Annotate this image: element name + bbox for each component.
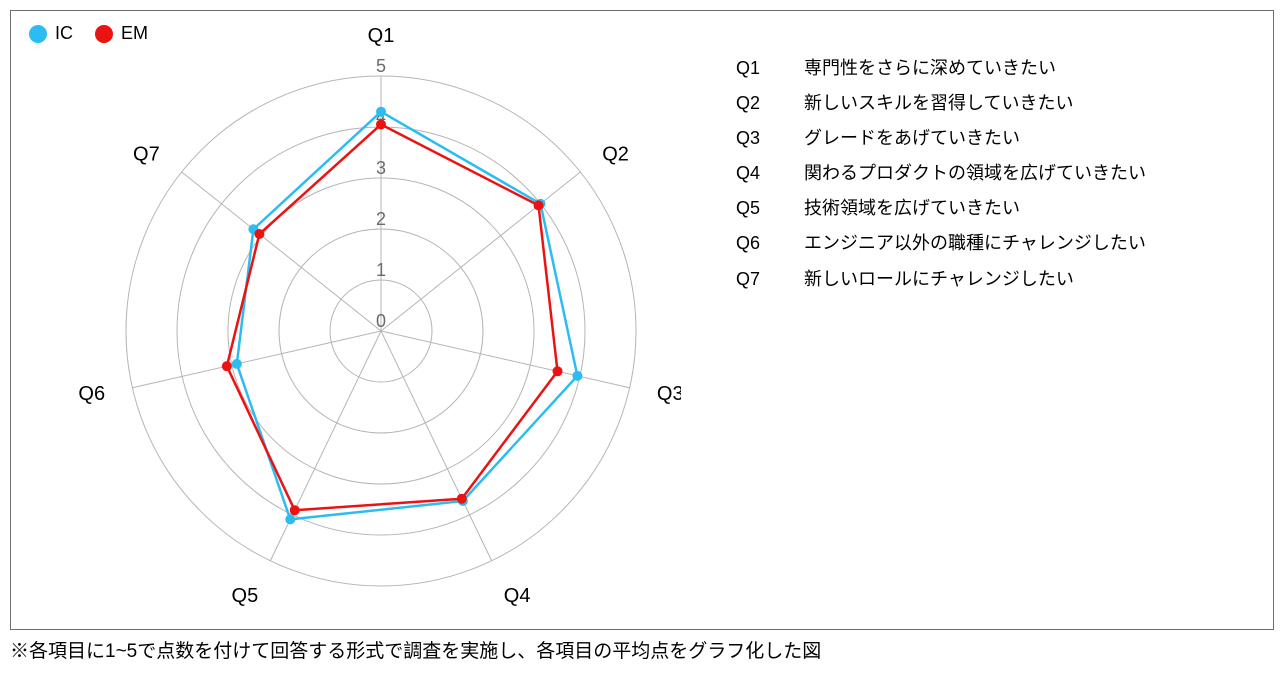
q-legend-row: Q3 グレードをあげていきたい — [736, 121, 1146, 156]
axis-label: Q2 — [602, 144, 629, 166]
series-marker-em — [553, 366, 563, 376]
series-marker-em — [254, 229, 264, 239]
series-marker-em — [533, 200, 543, 210]
tick-label: 2 — [376, 209, 386, 229]
q-key: Q1 — [736, 51, 776, 86]
q-legend-row: Q7 新しいロールにチャレンジしたい — [736, 262, 1146, 297]
q-key: Q2 — [736, 86, 776, 121]
q-text: 専門性をさらに深めていきたい — [804, 51, 1056, 86]
q-legend-row: Q1 専門性をさらに深めていきたい — [736, 51, 1146, 86]
radar-chart: 012345Q1Q2Q3Q4Q5Q6Q7 — [61, 11, 681, 629]
axis-label: Q6 — [78, 383, 105, 405]
q-key: Q7 — [736, 262, 776, 297]
q-text: 関わるプロダクトの領域を広げていきたい — [804, 156, 1146, 191]
axis-label: Q7 — [133, 144, 160, 166]
q-key: Q5 — [736, 191, 776, 226]
q-key: Q6 — [736, 226, 776, 261]
q-text: グレードをあげていきたい — [804, 121, 1020, 156]
series-marker-em — [457, 494, 467, 504]
series-line-ic — [237, 112, 578, 520]
q-text: 新しいロールにチャレンジしたい — [804, 262, 1074, 297]
q-legend-row: Q5 技術領域を広げていきたい — [736, 191, 1146, 226]
series-marker-em — [376, 119, 386, 129]
q-text: 技術領域を広げていきたい — [804, 191, 1020, 226]
axis-label: Q4 — [504, 585, 531, 607]
q-key: Q3 — [736, 121, 776, 156]
footnote: ※各項目に1~5で点数を付けて回答する形式で調査を実施し、各項目の平均点をグラフ… — [10, 636, 1274, 663]
tick-label: 0 — [376, 311, 386, 331]
axis-label: Q3 — [657, 383, 681, 405]
series-marker-ic — [285, 514, 295, 524]
axis-label: Q5 — [232, 585, 259, 607]
q-text: エンジニア以外の職種にチャレンジしたい — [804, 226, 1146, 261]
q-text: 新しいスキルを習得していきたい — [804, 86, 1073, 121]
q-legend-row: Q2 新しいスキルを習得していきたい — [736, 86, 1146, 121]
series-marker-ic — [232, 359, 242, 369]
tick-label: 3 — [376, 158, 386, 178]
axis-label: Q1 — [368, 25, 395, 47]
chart-container: IC EM 012345Q1Q2Q3Q4Q5Q6Q7 Q1専門性をさらに深めてい… — [10, 10, 1274, 630]
series-marker-ic — [376, 107, 386, 117]
q-legend-row: Q4 関わるプロダクトの領域を広げていきたい — [736, 156, 1146, 191]
tick-label: 1 — [376, 260, 386, 280]
q-legend-row: Q6 エンジニア以外の職種にチャレンジしたい — [736, 226, 1146, 261]
series-marker-em — [222, 361, 232, 371]
question-legend: Q1 専門性をさらに深めていきたい Q2 新しいスキルを習得していきたい Q3 グレー… — [736, 51, 1146, 297]
tick-label: 5 — [376, 56, 386, 76]
series-marker-ic — [572, 371, 582, 381]
legend-dot-ic — [29, 25, 47, 43]
q-key: Q4 — [736, 156, 776, 191]
series-marker-em — [290, 505, 300, 515]
